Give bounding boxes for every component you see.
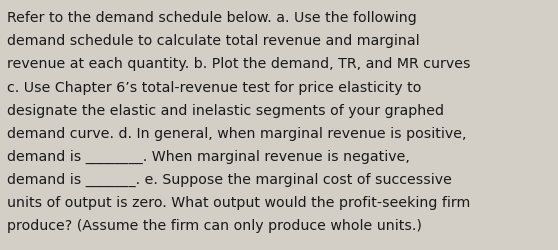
Text: produce? (Assume the firm can only produce whole units.): produce? (Assume the firm can only produ…	[7, 218, 422, 232]
Text: c. Use Chapter 6’s total-revenue test for price elasticity to: c. Use Chapter 6’s total-revenue test fo…	[7, 80, 422, 94]
Text: demand curve. d. In general, when marginal revenue is positive,: demand curve. d. In general, when margin…	[7, 126, 466, 140]
Text: demand is ________. When marginal revenue is negative,: demand is ________. When marginal revenu…	[7, 149, 410, 163]
Text: Refer to the demand schedule below. a. Use the following: Refer to the demand schedule below. a. U…	[7, 11, 417, 25]
Text: demand schedule to calculate total revenue and marginal: demand schedule to calculate total reven…	[7, 34, 420, 48]
Text: revenue at each quantity. b. Plot the demand, TR, and MR curves: revenue at each quantity. b. Plot the de…	[7, 57, 471, 71]
Text: designate the elastic and inelastic segments of your graphed: designate the elastic and inelastic segm…	[7, 103, 444, 117]
Text: demand is _______. e. Suppose the marginal cost of successive: demand is _______. e. Suppose the margin…	[7, 172, 452, 186]
Text: units of output is zero. What output would the profit-seeking firm: units of output is zero. What output wou…	[7, 195, 470, 209]
